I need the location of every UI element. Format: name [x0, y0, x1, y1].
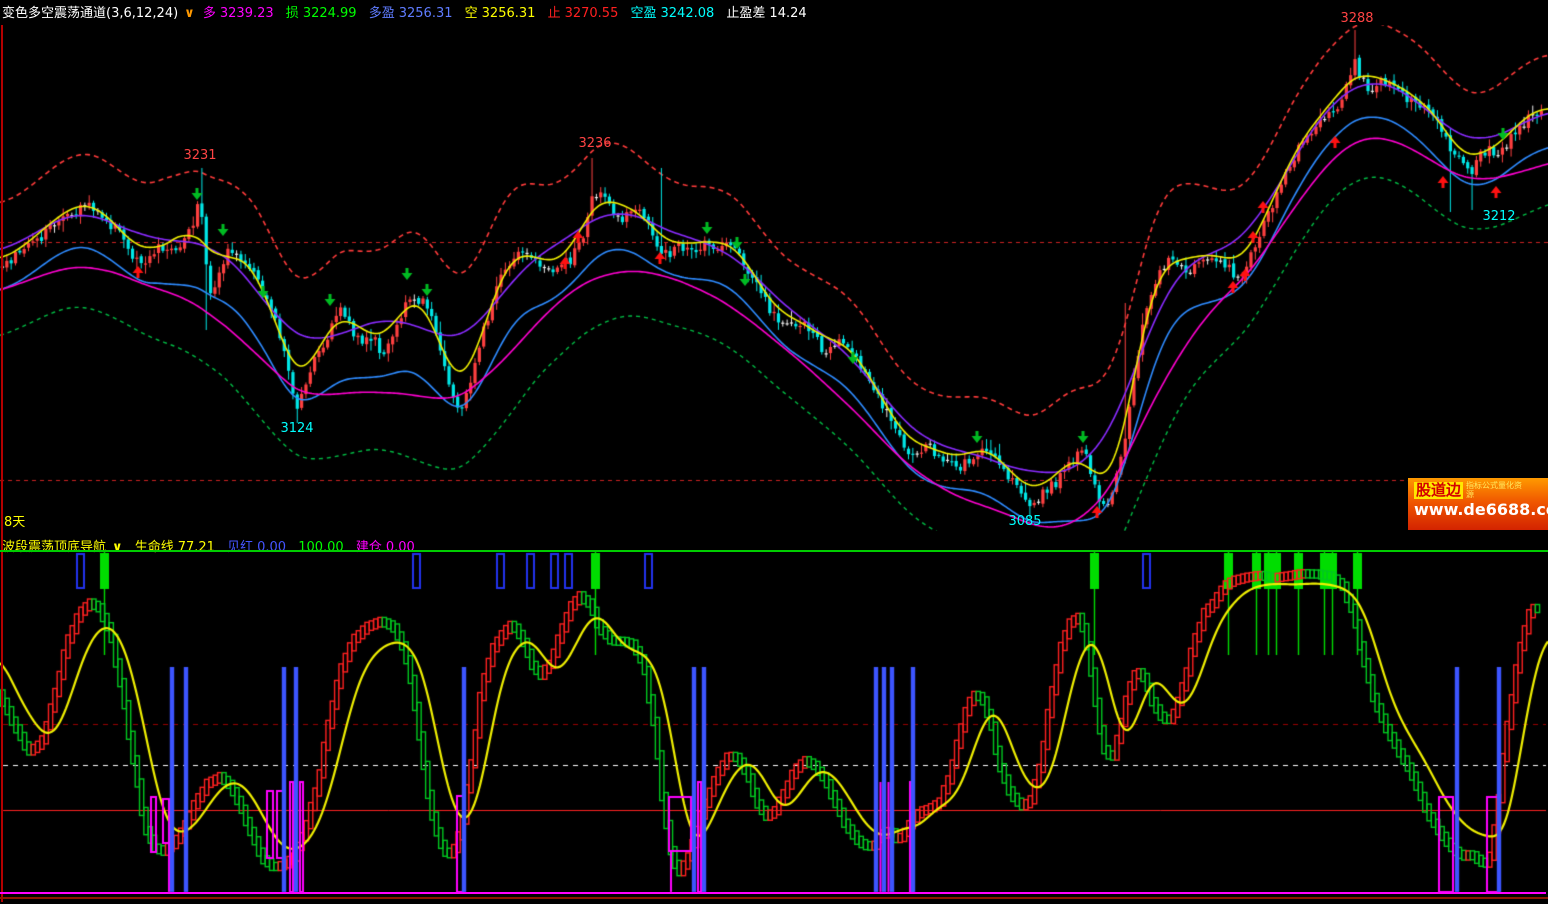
field-shortprofit-label: 空盈	[630, 6, 657, 21]
field-short-label: 空	[464, 6, 478, 21]
field-stop-value: 3270.55	[564, 6, 619, 21]
price-channel-chart[interactable]	[0, 25, 1548, 531]
panel-left-border	[1, 25, 3, 902]
watermark-brand: 股道边	[1414, 480, 1464, 499]
field-longprofit-value: 3256.31	[398, 6, 453, 21]
field-longprofit-label: 多盈	[368, 6, 395, 21]
field-short-value: 3256.31	[481, 6, 536, 21]
indicator2-dropdown-icon[interactable]: ∨	[112, 540, 123, 555]
bottom-build-line	[0, 892, 1546, 894]
field-shortprofit-value: 3242.08	[660, 6, 715, 21]
field-profitdiff-label: 止盈差	[726, 6, 766, 21]
price-label-3236: 3236	[578, 136, 612, 151]
field-long-value: 3239.23	[219, 6, 274, 21]
price-label-3212: 3212	[1482, 209, 1516, 224]
indicator1-dropdown-icon[interactable]: ∨	[184, 6, 195, 21]
price-label-3288: 3288	[1340, 11, 1374, 26]
oscillator-chart[interactable]	[0, 551, 1548, 904]
watermark: 股道边 指标公式量化资源 www.de6688.com	[1408, 478, 1548, 530]
bottom-frame-line	[0, 897, 1548, 899]
indicator1-header: 变色多空震荡通道(3,6,12,24) ∨ 多 3239.23 损 3224.99 多…	[2, 2, 1548, 21]
field-long-label: 多	[202, 6, 216, 21]
field-profitdiff-value: 14.24	[769, 6, 807, 21]
price-label-3231: 3231	[183, 148, 217, 163]
watermark-tagline: 指标公式量化资源	[1466, 481, 1523, 499]
watermark-url: www.de6688.com	[1414, 500, 1548, 519]
price-label-3085: 3085	[1008, 514, 1042, 529]
panel2-top-border	[0, 550, 1548, 552]
field-stoploss-value: 3224.99	[302, 6, 357, 21]
period-label: 8天	[4, 515, 26, 530]
indicator1-title[interactable]: 变色多空震荡通道(3,6,12,24)	[2, 6, 179, 21]
field-stoploss-label: 损	[285, 6, 299, 21]
price-label-3124: 3124	[280, 421, 314, 436]
field-stop-label: 止	[547, 6, 561, 21]
